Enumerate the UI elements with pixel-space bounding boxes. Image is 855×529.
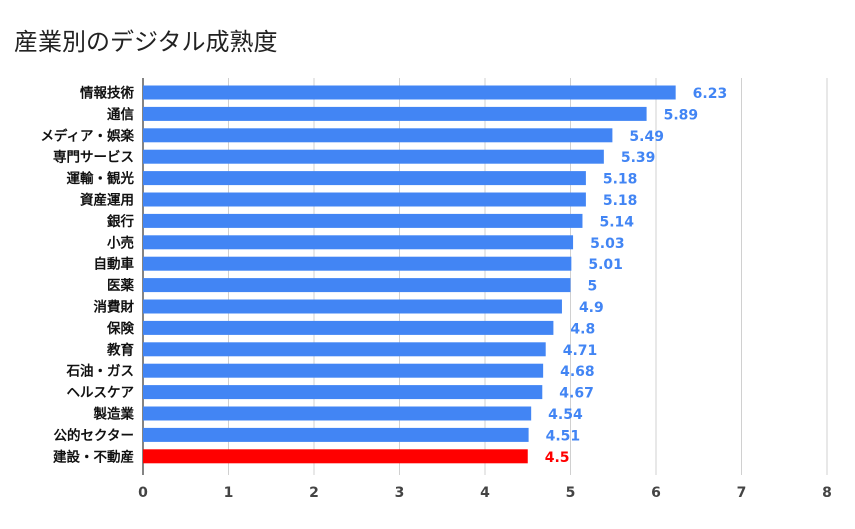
data-label: 6.23 <box>693 86 728 102</box>
bar-highlight <box>143 449 528 464</box>
category-label: 製造業 <box>93 406 135 423</box>
bar <box>143 299 562 314</box>
category-label: 銀行 <box>107 213 134 230</box>
bar <box>143 385 543 400</box>
gridlines <box>142 78 828 475</box>
data-label: 4.5 <box>545 450 570 466</box>
x-tick-label: 7 <box>737 485 747 501</box>
bar <box>143 106 647 121</box>
x-tick-label: 2 <box>309 485 319 501</box>
category-label: 運輸・観光 <box>67 170 135 187</box>
category-label: 情報技術 <box>80 85 134 102</box>
bar <box>143 406 532 421</box>
data-label: 4.9 <box>579 300 604 316</box>
data-label: 4.67 <box>559 386 594 402</box>
bar <box>143 320 554 335</box>
bar <box>143 342 546 357</box>
data-label: 5 <box>588 279 598 295</box>
bar <box>143 171 586 186</box>
category-label: 石油・ガス <box>66 363 135 380</box>
data-label: 5.18 <box>603 172 638 188</box>
data-label: 5.01 <box>588 257 623 273</box>
category-label: 小売 <box>107 234 134 251</box>
x-tick-label: 8 <box>822 485 832 501</box>
data-label: 5.18 <box>603 193 638 209</box>
data-label: 4.8 <box>570 321 595 337</box>
value-labels: 6.23 5.895.49 5.39 5.18 5.18 5.14 5.03 5.01 5 4.9… <box>545 86 727 466</box>
category-label: 通信 <box>107 106 134 123</box>
bar <box>143 128 613 143</box>
bars <box>143 85 676 464</box>
bar <box>143 427 529 442</box>
category-label: 専門サービス <box>53 149 134 166</box>
data-label: 4.71 <box>563 343 598 359</box>
x-tick-label: 6 <box>651 485 661 501</box>
category-label: 保険 <box>106 320 134 337</box>
data-label: 5.39 <box>621 150 656 166</box>
chart-title: 産業別のデジタル成熟度 <box>14 28 278 56</box>
bar <box>143 149 604 164</box>
category-label: 公的セクター <box>54 427 134 444</box>
bar <box>143 192 586 207</box>
x-axis-ticks: 0 1 2 3 4 5 6 7 8 <box>138 485 832 501</box>
data-label: 4.68 <box>560 364 595 380</box>
category-label: 建設・不動産 <box>52 448 134 465</box>
bar <box>143 213 583 228</box>
category-label: 自動車 <box>94 256 135 273</box>
category-labels: 情報技術通信メディア・娯楽専門サービス運輸・観光資産運用銀行小売自動車医薬消費財… <box>40 85 134 466</box>
x-tick-label: 3 <box>395 485 405 501</box>
category-label: ヘルスケア <box>67 385 135 401</box>
x-tick-label: 5 <box>566 485 576 501</box>
data-label: 5.14 <box>599 214 634 230</box>
bar <box>143 85 676 100</box>
x-tick-label: 0 <box>138 485 148 501</box>
category-label: メディア・娯楽 <box>40 127 134 144</box>
bar <box>143 278 571 293</box>
data-label: 5.89 <box>664 107 699 123</box>
x-tick-label: 4 <box>480 485 490 501</box>
category-label: 教育 <box>107 341 134 358</box>
category-label: 医薬 <box>107 277 134 294</box>
data-label: 5.49 <box>629 129 664 145</box>
data-label: 4.54 <box>548 407 583 423</box>
bar <box>143 363 544 378</box>
data-label: 5.03 <box>590 236 625 252</box>
x-tick-label: 1 <box>224 485 234 501</box>
bar <box>143 235 574 250</box>
category-label: 消費財 <box>94 299 135 316</box>
category-label: 資産運用 <box>80 192 134 209</box>
data-label: 4.51 <box>546 428 581 444</box>
bar <box>143 256 572 271</box>
